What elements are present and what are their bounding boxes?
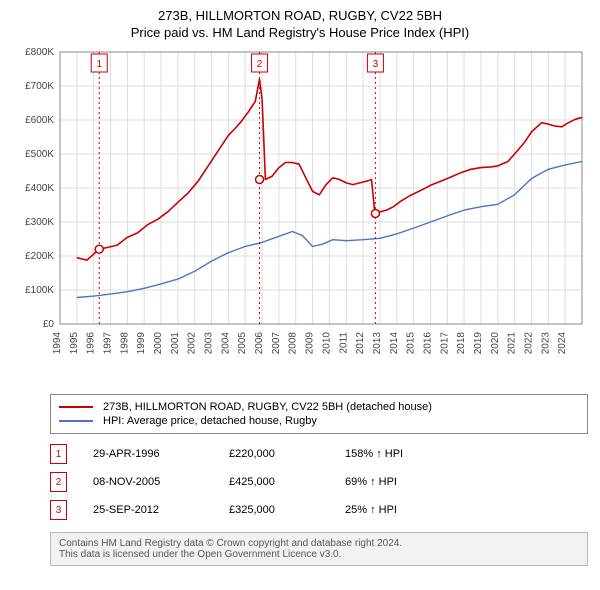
svg-text:2020: 2020 [490, 332, 501, 355]
svg-text:2001: 2001 [170, 332, 181, 355]
svg-text:1: 1 [96, 59, 102, 70]
event-date-2: 08-NOV-2005 [93, 476, 203, 488]
event-date-1: 29-APR-1996 [93, 448, 203, 460]
svg-text:2009: 2009 [305, 332, 316, 355]
event-price-3: £325,000 [229, 504, 319, 516]
legend-swatch-2 [59, 420, 93, 422]
page: 273B, HILLMORTON ROAD, RUGBY, CV22 5BH P… [0, 0, 600, 574]
svg-text:2012: 2012 [355, 332, 366, 355]
svg-text:2014: 2014 [389, 332, 400, 355]
svg-text:2003: 2003 [204, 332, 215, 355]
svg-text:2004: 2004 [220, 332, 231, 355]
svg-text:£800K: £800K [25, 47, 54, 58]
svg-text:2024: 2024 [557, 332, 568, 355]
svg-text:£700K: £700K [25, 81, 54, 92]
svg-text:1997: 1997 [103, 332, 114, 355]
svg-text:2002: 2002 [187, 332, 198, 355]
svg-text:2016: 2016 [422, 332, 433, 355]
svg-text:2: 2 [257, 59, 263, 70]
svg-text:1994: 1994 [52, 332, 63, 355]
svg-text:2013: 2013 [372, 332, 383, 355]
footer-line-1: Contains HM Land Registry data © Crown c… [59, 538, 579, 549]
svg-text:£400K: £400K [25, 183, 54, 194]
legend-row-2: HPI: Average price, detached house, Rugb… [59, 414, 579, 428]
legend: 273B, HILLMORTON ROAD, RUGBY, CV22 5BH (… [50, 394, 588, 434]
svg-text:2018: 2018 [456, 332, 467, 355]
event-date-3: 25-SEP-2012 [93, 504, 203, 516]
svg-text:£100K: £100K [25, 285, 54, 296]
svg-text:£0: £0 [43, 319, 55, 330]
svg-text:£600K: £600K [25, 115, 54, 126]
svg-text:2015: 2015 [406, 332, 417, 355]
event-pct-3: 25% ↑ HPI [345, 504, 455, 516]
svg-text:2017: 2017 [439, 332, 450, 355]
footer-note: Contains HM Land Registry data © Crown c… [50, 532, 588, 566]
svg-text:2006: 2006 [254, 332, 265, 355]
events-table: 1 29-APR-1996 £220,000 158% ↑ HPI 2 08-N… [50, 440, 570, 524]
chart-titles: 273B, HILLMORTON ROAD, RUGBY, CV22 5BH P… [10, 8, 590, 40]
svg-text:3: 3 [373, 59, 379, 70]
svg-text:2007: 2007 [271, 332, 282, 355]
svg-text:2000: 2000 [153, 332, 164, 355]
legend-swatch-1 [59, 406, 93, 408]
svg-text:1995: 1995 [69, 332, 80, 355]
svg-text:2021: 2021 [507, 332, 518, 355]
legend-label-2: HPI: Average price, detached house, Rugb… [103, 415, 317, 427]
event-pct-1: 158% ↑ HPI [345, 448, 455, 460]
svg-text:2010: 2010 [321, 332, 332, 355]
svg-text:1996: 1996 [86, 332, 97, 355]
chart-area: £0 £100K £200K £300K £400K £500K £600K £700K £80… [10, 46, 590, 386]
svg-text:1998: 1998 [119, 332, 130, 355]
event-price-2: £425,000 [229, 476, 319, 488]
svg-text:2008: 2008 [288, 332, 299, 355]
event-marker-1: 1 [50, 444, 67, 464]
title-subtitle: Price paid vs. HM Land Registry's House … [10, 25, 590, 40]
event-row-3: 3 25-SEP-2012 £325,000 25% ↑ HPI [50, 496, 570, 524]
legend-label-1: 273B, HILLMORTON ROAD, RUGBY, CV22 5BH (… [103, 401, 432, 413]
event-marker-2: 2 [50, 472, 67, 492]
event-marker-3: 3 [50, 500, 67, 520]
svg-text:2019: 2019 [473, 332, 484, 355]
line-chart: £0 £100K £200K £300K £400K £500K £600K £700K £80… [10, 46, 590, 386]
svg-text:£500K: £500K [25, 149, 54, 160]
svg-text:2023: 2023 [540, 332, 551, 355]
svg-text:2011: 2011 [338, 332, 349, 354]
event-price-1: £220,000 [229, 448, 319, 460]
title-address: 273B, HILLMORTON ROAD, RUGBY, CV22 5BH [10, 8, 590, 23]
footer-line-2: This data is licensed under the Open Gov… [59, 549, 579, 560]
svg-text:2022: 2022 [523, 332, 534, 355]
event-row-1: 1 29-APR-1996 £220,000 158% ↑ HPI [50, 440, 570, 468]
event-pct-2: 69% ↑ HPI [345, 476, 455, 488]
event-row-2: 2 08-NOV-2005 £425,000 69% ↑ HPI [50, 468, 570, 496]
svg-text:£300K: £300K [25, 217, 54, 228]
svg-text:£200K: £200K [25, 251, 54, 262]
legend-row-1: 273B, HILLMORTON ROAD, RUGBY, CV22 5BH (… [59, 400, 579, 414]
svg-text:1999: 1999 [136, 332, 147, 355]
svg-text:2005: 2005 [237, 332, 248, 355]
